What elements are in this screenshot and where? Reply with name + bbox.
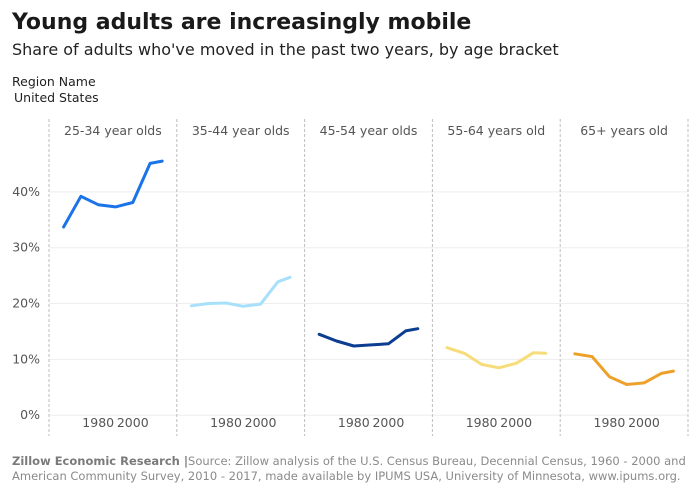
series-line — [62, 159, 164, 229]
x-tick-label: 1980 — [338, 415, 370, 430]
y-tick-label: 40% — [12, 184, 40, 199]
x-tick-label: 1980 — [594, 415, 626, 430]
x-tick-label: 1980 — [210, 415, 242, 430]
x-tick-label: 1980 — [82, 415, 114, 430]
region-filter-label: Region Name — [12, 74, 96, 89]
x-tick-label: 2000 — [628, 415, 660, 430]
series-line — [317, 327, 420, 348]
panel-title: 35-44 year olds — [192, 123, 290, 138]
series-line — [573, 352, 675, 386]
x-tick-label: 2000 — [500, 415, 532, 430]
panel-title: 55-64 years old — [447, 123, 545, 138]
x-tick-label: 2000 — [245, 415, 277, 430]
series-line — [189, 275, 292, 308]
x-tick-label: 2000 — [117, 415, 149, 430]
chart-subtitle: Share of adults who've moved in the past… — [12, 40, 559, 59]
footer: Zillow Economic Research |Source: Zillow… — [12, 454, 687, 484]
panel-title: 45-54 year olds — [320, 123, 418, 138]
chart-title: Young adults are increasingly mobile — [12, 10, 472, 35]
series-line — [445, 346, 548, 370]
y-tick-label: 20% — [12, 296, 40, 311]
footer-source: Source: Zillow analysis of the U.S. Cens… — [12, 454, 686, 483]
x-tick-label: 2000 — [372, 415, 404, 430]
panel-title: 65+ years old — [580, 123, 668, 138]
y-tick-label: 30% — [12, 240, 40, 255]
y-tick-label: 10% — [12, 351, 40, 366]
y-tick-label: 0% — [20, 407, 40, 422]
x-tick-label: 1980 — [466, 415, 498, 430]
footer-org: Zillow Economic Research | — [12, 454, 189, 468]
panel-title: 25-34 year olds — [64, 123, 162, 138]
region-filter-value[interactable]: United States — [14, 90, 99, 105]
